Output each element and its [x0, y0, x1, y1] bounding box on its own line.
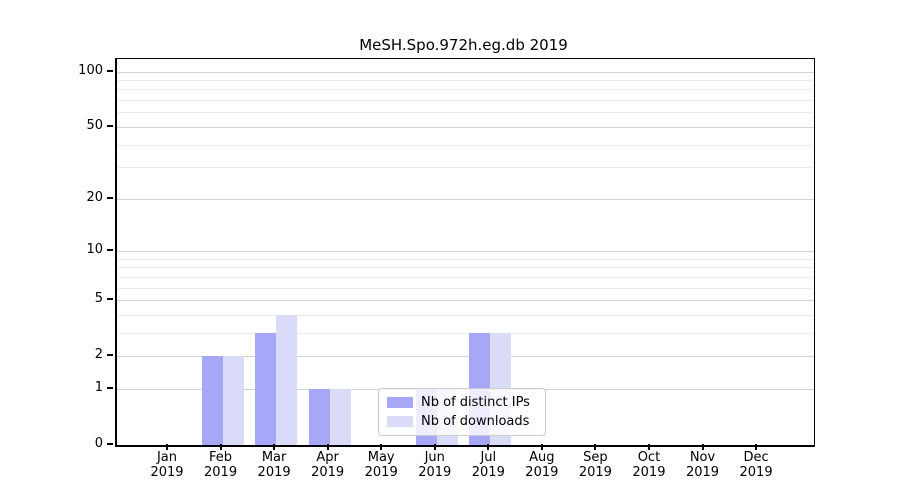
y-gridline-minor	[117, 332, 814, 334]
y-gridline-minor	[117, 258, 814, 260]
y-gridline-minor	[117, 267, 814, 269]
y-gridline-minor	[117, 144, 814, 146]
x-tick-label-sep: Sep 2019	[578, 450, 612, 480]
y-tick-label-20: 20	[86, 189, 103, 205]
legend-row-distinct-ips: Nb of distinct IPs	[387, 394, 537, 411]
y-gridline-minor	[117, 287, 814, 289]
x-tick-label-apr: Apr 2019	[311, 450, 345, 480]
bar-nb-of-downloads-mar	[276, 314, 298, 445]
bar-nb-of-distinct-ips-apr	[308, 388, 330, 445]
x-tick-mark	[273, 444, 276, 450]
x-tick-mark	[380, 444, 383, 450]
x-tick-mark	[540, 444, 543, 450]
x-tick-label-feb: Feb 2019	[204, 450, 238, 480]
y-gridline-minor	[117, 276, 814, 278]
x-tick-label-jun: Jun 2019	[418, 450, 452, 480]
y-gridline-minor	[117, 112, 814, 114]
y-gridline-major	[117, 198, 814, 200]
bar-nb-of-downloads-apr	[329, 388, 351, 445]
chart-title: MeSH.Spo.972h.eg.db 2019	[359, 36, 568, 54]
y-gridline-minor	[117, 89, 814, 91]
x-tick-label-mar: Mar 2019	[257, 450, 291, 480]
x-tick-label-jan: Jan 2019	[150, 450, 184, 480]
y-gridline-major	[117, 250, 814, 252]
x-tick-mark	[755, 444, 758, 450]
x-tick-mark	[166, 444, 168, 450]
y-tick-mark	[107, 354, 113, 357]
y-gridline-major	[117, 300, 814, 302]
y-tick-mark	[107, 69, 113, 72]
legend-label-downloads: Nb of downloads	[421, 414, 530, 429]
x-tick-mark	[701, 444, 704, 450]
y-tick-label-100: 100	[78, 62, 103, 78]
legend: Nb of distinct IPs Nb of downloads	[378, 388, 546, 436]
y-tick-label-0: 0	[94, 436, 103, 451]
x-tick-label-dec: Dec 2019	[739, 450, 773, 480]
x-tick-label-jul: Jul 2019	[471, 450, 505, 480]
y-gridline-major	[117, 126, 814, 128]
y-tick-label-2: 2	[94, 347, 103, 363]
x-tick-label-aug: Aug 2019	[525, 450, 559, 480]
legend-row-downloads: Nb of downloads	[387, 413, 537, 430]
x-tick-mark	[219, 444, 222, 450]
x-tick-mark	[487, 444, 490, 450]
legend-label-distinct-ips: Nb of distinct IPs	[421, 395, 530, 410]
x-tick-mark	[433, 444, 436, 450]
y-tick-mark	[107, 196, 113, 199]
x-tick-mark	[647, 444, 650, 450]
x-tick-label-oct: Oct 2019	[632, 450, 666, 480]
bar-nb-of-distinct-ips-feb	[201, 356, 223, 445]
y-tick-label-1: 1	[94, 379, 103, 395]
legend-swatch-distinct-ips-icon	[387, 397, 413, 408]
bar-nb-of-distinct-ips-mar	[255, 332, 277, 445]
y-gridline-minor	[117, 314, 814, 316]
x-tick-mark	[326, 444, 329, 450]
y-tick-label-50: 50	[86, 117, 103, 133]
y-gridline-minor	[117, 167, 814, 169]
y-gridline-minor	[117, 80, 814, 82]
y-tick-mark	[107, 386, 113, 389]
y-gridline-major	[117, 356, 814, 358]
y-tick-mark	[107, 443, 113, 445]
x-tick-mark	[594, 444, 597, 450]
x-tick-label-nov: Nov 2019	[685, 450, 720, 480]
legend-swatch-downloads-icon	[387, 416, 413, 427]
y-tick-mark	[107, 248, 113, 251]
y-tick-label-5: 5	[94, 291, 103, 307]
y-tick-mark	[107, 124, 113, 127]
y-tick-mark	[107, 298, 113, 301]
y-gridline-minor	[117, 100, 814, 102]
bar-nb-of-downloads-feb	[222, 356, 244, 445]
plot-area	[115, 58, 815, 447]
y-tick-label-10: 10	[86, 241, 103, 257]
x-tick-label-may: May 2019	[364, 450, 398, 480]
y-gridline-major	[117, 71, 814, 73]
